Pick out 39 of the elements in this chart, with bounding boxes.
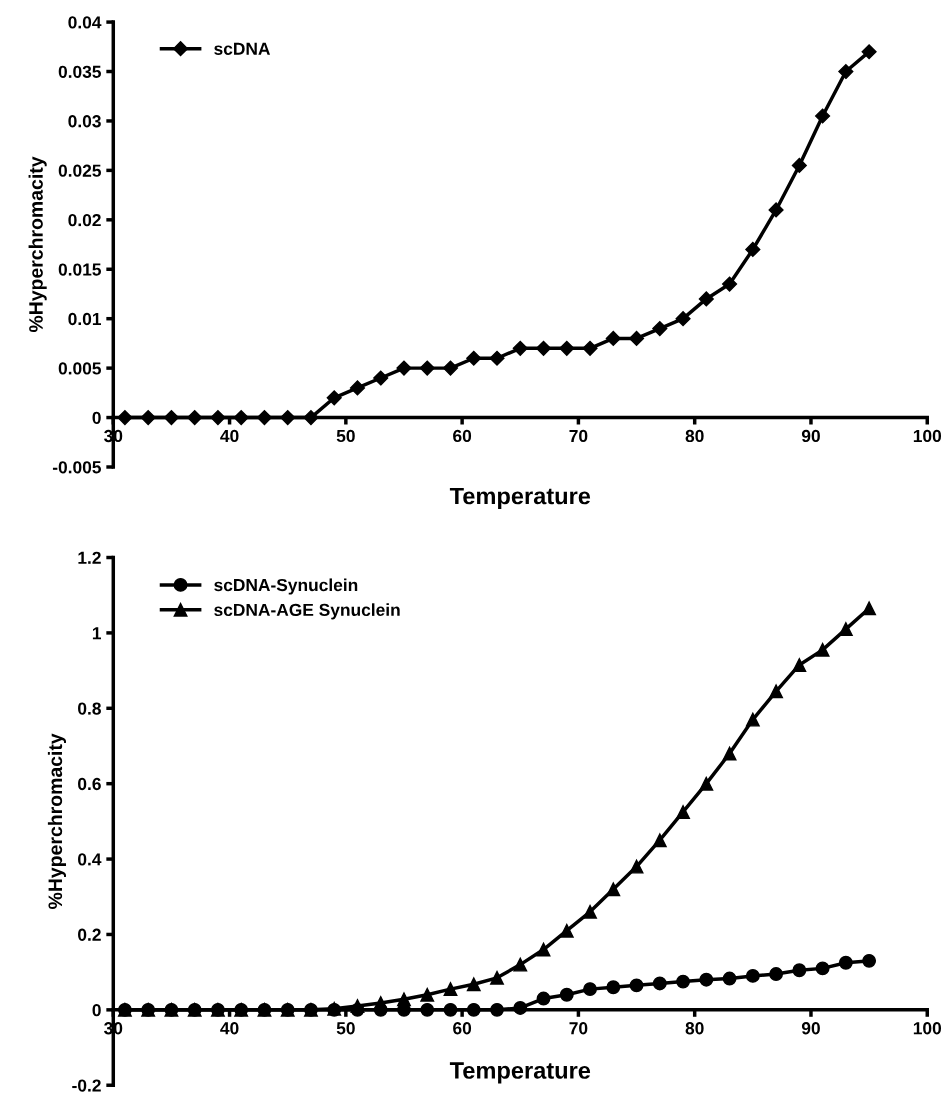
x-axis-title: Temperature <box>449 487 591 510</box>
y-tick-label: 0.025 <box>58 164 101 177</box>
x-tick-label: 100 <box>913 1022 942 1035</box>
y-tick-label: 0.04 <box>68 16 102 29</box>
x-tick-label: 40 <box>220 429 239 443</box>
x-tick-label: 80 <box>685 1022 704 1035</box>
y-tick-label: 0 <box>92 411 101 425</box>
x-tick-label: 90 <box>801 1022 820 1035</box>
x-tick-label: 90 <box>801 429 820 443</box>
x-tick-label: 80 <box>685 429 704 443</box>
legend-label: scDNA <box>214 42 271 55</box>
x-tick-label: 60 <box>453 429 472 443</box>
x-tick-label: 50 <box>336 1022 355 1035</box>
x-tick-label: 70 <box>569 429 588 443</box>
x-tick-label: 40 <box>220 1022 239 1035</box>
y-tick-label: 0 <box>92 1004 101 1017</box>
y-tick-label: 0.01 <box>68 312 101 326</box>
y-axis-title: %Hyperchromacity <box>28 156 47 333</box>
y-tick-label: 0.8 <box>78 702 101 715</box>
legend-label: scDNA-AGE Synuclein <box>214 603 400 620</box>
y-tick-label: 1 <box>92 627 101 640</box>
y-tick-label: 1.2 <box>78 551 101 564</box>
y-tick-label: 0.005 <box>58 362 101 375</box>
y-tick-label: 0.6 <box>78 777 101 791</box>
x-tick-label: 50 <box>336 429 355 443</box>
x-tick-label: 100 <box>913 429 942 443</box>
x-axis-title: Temperature <box>449 1062 591 1084</box>
y-axis-title: %Hyperchromacity <box>47 733 67 909</box>
y-tick-label: 0.4 <box>78 853 102 866</box>
y-tick-label: -0.2 <box>72 1079 101 1092</box>
x-tick-label: 70 <box>569 1022 588 1035</box>
y-tick-label: 0.03 <box>68 115 101 128</box>
legend-label: scDNA-Synuclein <box>214 578 358 595</box>
x-tick-label: 60 <box>453 1022 472 1035</box>
y-tick-label: 0.2 <box>78 928 101 941</box>
y-tick-label: 0.035 <box>58 65 101 78</box>
y-tick-label: 0.02 <box>68 213 101 227</box>
y-tick-label: 0.015 <box>58 263 101 276</box>
y-tick-label: -0.005 <box>52 461 101 474</box>
